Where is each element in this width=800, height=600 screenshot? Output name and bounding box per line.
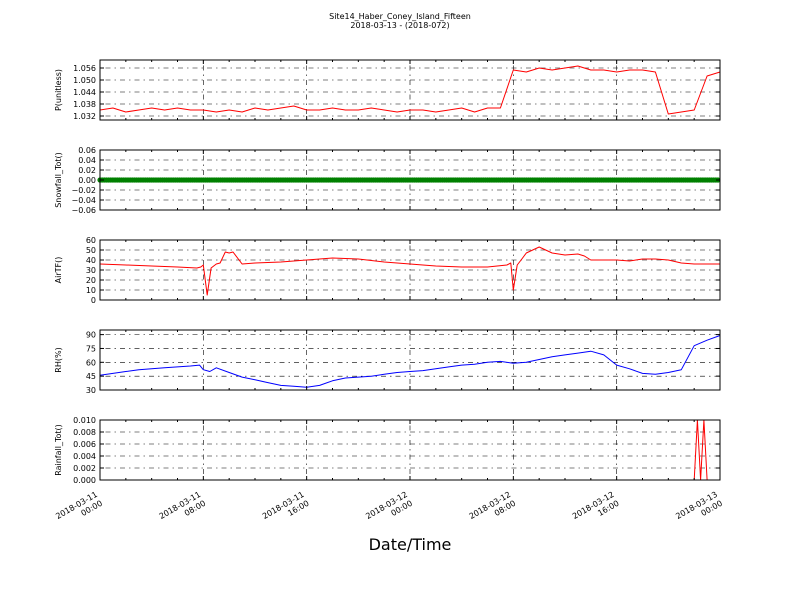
y-tick-label: 0.000 (73, 476, 96, 485)
y-tick-label: 0.006 (73, 440, 96, 449)
series-line (99, 65, 721, 115)
y-axis-label: Rainfall_Tot() (54, 424, 63, 476)
y-tick-label: 75 (86, 344, 96, 353)
y-tick-label: −0.02 (71, 186, 96, 195)
y-tick-label: 1.038 (73, 100, 96, 109)
y-tick-label: 45 (86, 372, 96, 381)
subplot-4: 30 45 60 75 90 RH(%) (54, 329, 721, 395)
x-tick-label: 2018-03-1216:00 (571, 490, 621, 530)
x-tick-label: 2018-03-1200:00 (364, 490, 414, 530)
y-tick-label: 0.00 (78, 176, 96, 185)
x-tick-label: 2018-03-1116:00 (261, 490, 311, 530)
figure-title: Site14_Haber_Coney_Island_Fifteen (329, 12, 471, 21)
y-tick-label: 60 (86, 358, 96, 367)
y-tick-label: 0.06 (78, 146, 96, 155)
subplot-2: −0.06−0.04−0.020.000.020.040.06 Snowfall_… (54, 146, 721, 215)
series-line (99, 246, 720, 296)
x-tick-label: 2018-03-1100:00 (54, 490, 104, 530)
y-tick-label: 1.032 (73, 112, 96, 121)
y-tick-label: 90 (86, 331, 96, 340)
y-axis-label: RH(%) (54, 347, 63, 372)
y-tick-label: 20 (86, 276, 96, 285)
y-tick-label: 1.044 (73, 88, 96, 97)
series-line (99, 335, 721, 388)
y-tick-label: 0.010 (73, 416, 96, 425)
y-tick-label: 0 (91, 296, 96, 305)
y-tick-label: 30 (86, 386, 96, 395)
y-axis-label: Snowfall_Tot() (54, 152, 63, 208)
y-tick-label: 50 (86, 246, 96, 255)
y-tick-label: −0.04 (71, 196, 96, 205)
y-axis-label: AirTF() (54, 257, 63, 284)
y-tick-label: 1.050 (73, 76, 96, 85)
y-tick-label: 40 (86, 256, 96, 265)
y-tick-label: 0.004 (73, 452, 96, 461)
y-tick-label: 10 (86, 286, 96, 295)
series-snowfall (97, 177, 721, 183)
y-tick-label: 0.02 (78, 166, 96, 175)
y-tick-label: 0.002 (73, 464, 96, 473)
figure-subtitle: 2018-03-13 - (2018-072) (350, 21, 449, 30)
y-tick-label: 0.008 (73, 428, 96, 437)
y-tick-label: 0.04 (78, 156, 96, 165)
subplot-5: 0.000 0.002 0.004 0.006 0.008 0.010 Rainfall_T… (54, 416, 721, 485)
y-tick-label: 1.056 (73, 64, 96, 73)
x-tick-label: 2018-03-1108:00 (158, 490, 208, 530)
subplots: 1.032 1.038 1.044 1.050 1.056 P(unitless) −0.0… (54, 59, 724, 530)
x-tick-label: 2018-03-1208:00 (468, 490, 518, 530)
x-tick-labels: 2018-03-1100:00 2018-03-1108:00 2018-03-11… (54, 490, 724, 530)
y-tick-label: 30 (86, 266, 96, 275)
x-axis-label: Date/Time (369, 535, 452, 554)
y-axis-label: P(unitless) (54, 69, 63, 111)
x-tick-label: 2018-03-1300:00 (674, 490, 724, 530)
y-tick-label: −0.06 (71, 206, 96, 215)
subplot-1: 1.032 1.038 1.044 1.050 1.056 P(unitless) (54, 59, 721, 121)
y-tick-label: 60 (86, 236, 96, 245)
